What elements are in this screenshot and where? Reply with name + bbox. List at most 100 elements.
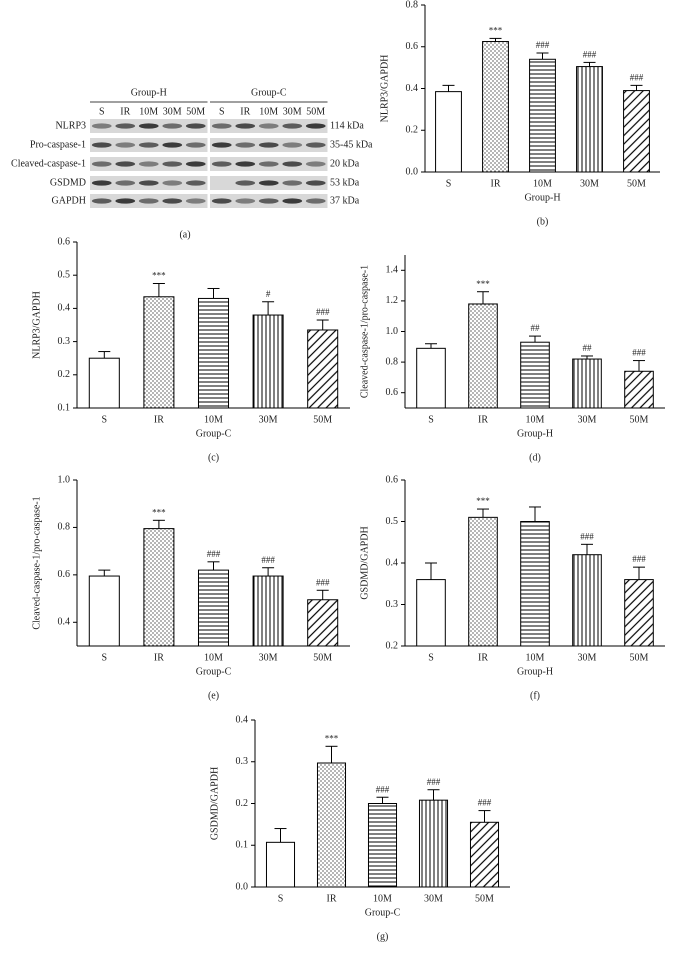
y-tick-label: 0.6	[58, 569, 71, 580]
x-tick-label: S	[278, 893, 284, 904]
blot-band	[91, 142, 112, 148]
significance: ###	[478, 798, 492, 808]
bar	[316, 762, 347, 888]
bar	[367, 803, 398, 888]
caption: (f)	[530, 690, 540, 701]
x-axis-label: Group-C	[196, 428, 232, 439]
bar	[252, 575, 284, 647]
bar	[624, 370, 654, 409]
y-axis-label: GSDMD/GAPDH	[209, 767, 220, 840]
blot-band	[162, 123, 183, 129]
y-tick-label: 0.4	[58, 303, 71, 314]
y-tick-label: 0.1	[58, 402, 71, 413]
bar	[416, 579, 446, 647]
x-tick-label: 10M	[526, 652, 545, 663]
x-axis-label: Group-H	[524, 192, 560, 203]
bar	[307, 599, 339, 647]
caption: (b)	[537, 216, 549, 227]
significance: ###	[261, 555, 275, 565]
group-label: Group-C	[251, 87, 287, 98]
blot-band	[162, 198, 183, 204]
x-tick-label: 30M	[424, 893, 443, 904]
blot-band	[115, 161, 136, 167]
row-label: GAPDH	[52, 195, 86, 206]
x-tick-label: S	[102, 652, 108, 663]
blot-band	[162, 161, 183, 167]
size-label: 53 kDa	[330, 177, 360, 188]
blot-band	[305, 142, 326, 148]
x-tick-label: IR	[478, 652, 488, 663]
y-tick-label: 0.2	[386, 640, 399, 651]
blot-band	[115, 198, 136, 204]
blot-band	[282, 161, 303, 167]
y-axis-label: Cleaved-caspase-1/pro-caspase-1	[31, 496, 42, 629]
bar	[572, 358, 602, 409]
lane-label: S	[99, 106, 105, 117]
x-tick-label: 50M	[630, 652, 649, 663]
y-tick-label: 1.0	[386, 326, 399, 337]
blot-band	[235, 161, 256, 167]
blot-band	[305, 161, 326, 167]
x-axis-label: Group-C	[196, 666, 232, 677]
y-axis-label: NLRP3/GAPDH	[31, 291, 42, 359]
x-tick-label: 10M	[204, 414, 223, 425]
blot-band	[211, 161, 232, 167]
blot-band	[115, 180, 136, 186]
lane-label: IR	[120, 106, 130, 117]
lane-label: S	[219, 106, 225, 117]
x-tick-label: 50M	[630, 414, 649, 425]
x-tick-label: 10M	[373, 893, 392, 904]
x-axis-label: Group-C	[365, 907, 401, 918]
significance: ***	[152, 271, 166, 281]
blot-band	[235, 123, 256, 129]
blot-band	[211, 198, 232, 204]
caption: (c)	[208, 452, 219, 463]
x-tick-label: IR	[491, 178, 501, 189]
x-tick-label: S	[446, 178, 452, 189]
x-tick-label: 50M	[313, 652, 332, 663]
blot-band	[258, 142, 279, 148]
blot-band	[211, 142, 232, 148]
row-label: NLRP3	[55, 120, 86, 131]
row-label: GSDMD	[50, 177, 86, 188]
significance: ***	[152, 507, 166, 517]
significance: ###	[632, 554, 646, 564]
blot-band	[91, 123, 112, 129]
x-tick-label: 10M	[204, 652, 223, 663]
blot-band	[258, 123, 279, 129]
y-tick-label: 0.6	[386, 474, 399, 485]
bar	[520, 521, 550, 647]
lane-label: 10M	[259, 106, 278, 117]
y-tick-label: 1.0	[58, 474, 71, 485]
caption: (d)	[529, 452, 541, 463]
blot-band	[258, 198, 279, 204]
y-tick-label: 0.4	[58, 617, 71, 628]
blot-band	[91, 180, 112, 186]
bar	[416, 347, 446, 409]
y-axis-label: GSDMD/GAPDH	[359, 526, 370, 599]
bar	[469, 821, 500, 888]
bar	[252, 314, 284, 409]
lane-label: 50M	[186, 106, 205, 117]
lane-label: IR	[240, 106, 250, 117]
significance: ***	[489, 25, 503, 35]
bar	[307, 329, 339, 409]
lane-label: 10M	[139, 106, 158, 117]
bar	[468, 303, 498, 409]
bar	[418, 799, 449, 888]
blot-band	[258, 180, 279, 186]
significance: ###	[316, 577, 330, 587]
blot-band	[138, 198, 159, 204]
row-label: Pro-caspase-1	[30, 139, 86, 150]
blot-band	[305, 198, 326, 204]
y-tick-label: 0.3	[58, 336, 71, 347]
significance: ###	[376, 784, 390, 794]
bar	[624, 579, 654, 647]
x-tick-label: 30M	[580, 178, 599, 189]
blot-band	[138, 142, 159, 148]
y-tick-label: 1.4	[386, 265, 399, 276]
significance: ###	[427, 777, 441, 787]
caption: (e)	[208, 690, 219, 701]
bar	[576, 66, 603, 173]
blot-band	[138, 180, 159, 186]
